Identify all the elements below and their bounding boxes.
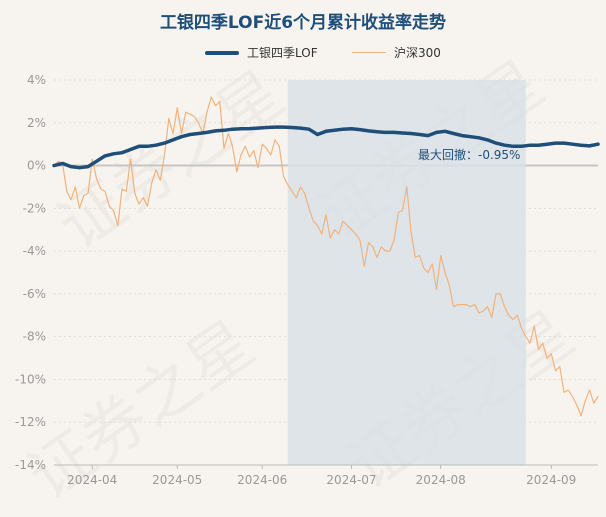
x-tick-label: 2024-05 [152,473,202,487]
series-line-index [53,96,599,417]
chart-plot: 4% 2% 0% -2% -4% -6% -8% -10% -12% -14% 2024-04 202… [15,73,600,487]
legend: 工银四季LOF 沪深300 [0,44,606,62]
x-tick-label: 2024-07 [326,473,376,487]
drawdown-shade [287,80,526,465]
y-tick-label: -8% [23,330,46,344]
legend-label-index: 沪深300 [394,46,441,60]
series-line-fund [52,125,600,170]
y-tick-label: 0% [27,159,46,173]
y-tick-label: -12% [15,415,46,429]
chart-title: 工银四季LOF近6个月累计收益率走势 [159,13,447,33]
y-tick-label: -2% [23,201,46,215]
legend-swatch-fund [205,50,239,55]
max-drawdown-region [287,80,526,465]
y-tick-label: -14% [15,458,46,472]
x-tick-label: 2024-08 [416,473,466,487]
y-tick-label: -6% [23,287,46,301]
series-lines [52,96,600,417]
y-tick-label: 2% [27,116,46,130]
y-tick-label: -10% [15,372,46,386]
x-tick-label: 2024-06 [237,473,287,487]
legend-item-fund[interactable]: 工银四季LOF [205,44,318,61]
legend-item-index[interactable]: 沪深300 [352,44,441,61]
axes: 4% 2% 0% -2% -4% -6% -8% -10% -12% -14% 2024-04 202… [15,73,598,487]
x-tick-label: 2024-04 [67,473,117,487]
y-tick-label: 4% [27,73,46,87]
legend-label-fund: 工银四季LOF [247,46,318,60]
x-tick-label: 2024-09 [526,473,576,487]
legend-swatch-index [352,51,386,54]
max-drawdown-annotation: 最大回撤：-0.95% [418,147,520,162]
y-tick-label: -4% [23,244,46,258]
